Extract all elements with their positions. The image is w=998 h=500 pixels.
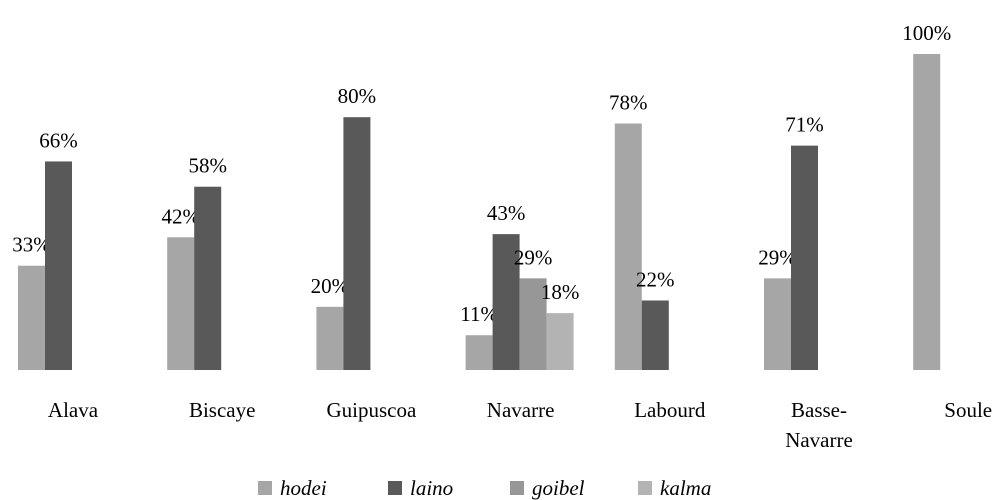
legend-swatch [388, 481, 402, 495]
bar [641, 300, 669, 370]
legend-label: kalma [660, 476, 711, 500]
data-label: 29% [758, 245, 797, 269]
bar [913, 54, 941, 370]
x-tick-label: Biscaye [189, 398, 255, 422]
x-tick-label: Soule [944, 398, 992, 422]
bar [316, 306, 344, 370]
data-label: 11% [460, 302, 498, 326]
bar [791, 145, 818, 370]
x-tick-label: Guipuscoa [326, 398, 416, 422]
bar [519, 278, 547, 370]
bar [492, 234, 520, 370]
bar [343, 117, 371, 370]
data-label: 100% [902, 21, 951, 45]
legend-swatch [638, 481, 652, 495]
bar [167, 237, 195, 370]
data-label: 58% [188, 154, 227, 178]
legend-label: hodei [280, 476, 327, 500]
bar [45, 161, 72, 370]
data-label: 29% [514, 245, 553, 269]
data-label: 18% [541, 280, 580, 304]
x-tick-label: Labourd [634, 398, 706, 422]
legend-swatch [258, 481, 272, 495]
x-tick-label: Alava [48, 398, 99, 422]
legend-swatch [510, 481, 524, 495]
bar [194, 186, 222, 370]
data-label: 43% [487, 201, 526, 225]
bar [546, 313, 574, 370]
data-label: 33% [12, 233, 51, 257]
data-label: 80% [338, 84, 377, 108]
data-label: 22% [636, 267, 675, 291]
bar [465, 335, 493, 370]
legend-label: goibel [532, 476, 585, 500]
data-label: 78% [609, 91, 648, 115]
x-tick-label: Navarre [487, 398, 555, 422]
bar [764, 278, 791, 370]
x-tick-label: Basse-Navarre [785, 398, 853, 452]
bar [614, 123, 642, 371]
bar [18, 265, 45, 370]
data-label: 20% [311, 274, 350, 298]
data-label: 66% [39, 128, 78, 152]
data-label: 71% [785, 113, 824, 137]
legend-label: laino [410, 476, 453, 500]
data-label: 42% [161, 204, 200, 228]
